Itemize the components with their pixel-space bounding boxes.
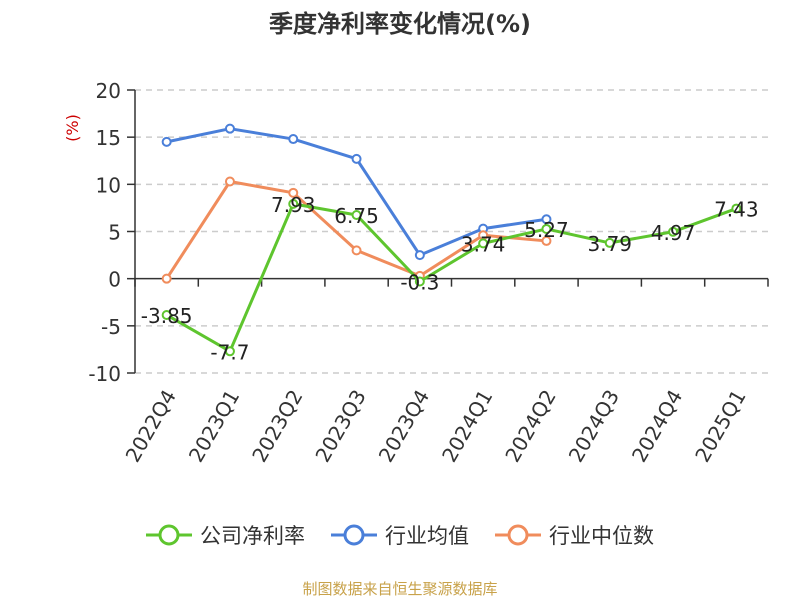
- data-point: [288, 134, 299, 145]
- y-tick-label: 10: [96, 173, 121, 197]
- data-point: [161, 136, 172, 147]
- data-point: [351, 245, 362, 256]
- x-tick-label: 2024Q4: [627, 386, 687, 467]
- data-label: 3.74: [461, 232, 506, 256]
- x-tick-label: 2023Q4: [374, 386, 434, 467]
- data-point: [541, 223, 552, 234]
- data-point: [351, 153, 362, 164]
- y-tick-label: -10: [88, 362, 121, 386]
- data-point: [604, 237, 615, 248]
- data-source-note: 制图数据来自恒生聚源数据库: [302, 580, 498, 598]
- data-point: [668, 226, 679, 237]
- x-tick-label: 2023Q3: [310, 386, 370, 467]
- data-label: 7.43: [714, 198, 759, 222]
- chart-legend: 公司净利率 行业均值 行业中位数: [0, 520, 800, 550]
- x-tick-label: 2024Q3: [564, 386, 624, 467]
- y-axis-label: (%): [63, 114, 82, 142]
- y-tick-label: 5: [108, 221, 121, 245]
- data-label: 4.97: [651, 221, 696, 245]
- y-tick-label: 20: [96, 79, 121, 103]
- legend-swatch-industry-median: [495, 524, 541, 546]
- data-label: -3.85: [141, 304, 193, 328]
- data-label: 5.27: [524, 218, 569, 242]
- data-point: [161, 309, 172, 320]
- legend-swatch-industry-mean: [331, 524, 377, 546]
- x-tick-label: 2024Q1: [437, 386, 497, 467]
- series-line: [165, 180, 547, 280]
- legend-label-industry-median: 行业中位数: [549, 524, 654, 548]
- data-point: [224, 346, 235, 357]
- data-point: [731, 203, 742, 214]
- x-tick-label: 2023Q2: [247, 386, 307, 467]
- legend-item-industry-median[interactable]: 行业中位数: [495, 520, 654, 550]
- data-point: [541, 235, 552, 246]
- legend-label-industry-mean: 行业均值: [385, 524, 469, 548]
- data-point: [288, 187, 299, 198]
- legend-item-company[interactable]: 公司净利率: [146, 520, 305, 550]
- data-point: [541, 214, 552, 225]
- data-point: [161, 273, 172, 284]
- y-tick-label: -5: [101, 315, 121, 339]
- data-label: 7.93: [271, 193, 316, 217]
- data-point: [478, 238, 489, 249]
- legend-item-industry-mean[interactable]: 行业均值: [331, 520, 469, 550]
- data-point: [414, 276, 425, 287]
- x-tick-label: 2024Q2: [500, 386, 560, 467]
- chart-title: 季度净利率变化情况(%): [269, 10, 531, 38]
- data-label: -7.7: [210, 340, 249, 364]
- x-tick-label: 2025Q1: [690, 386, 750, 467]
- data-point: [224, 176, 235, 187]
- y-tick-label: 15: [96, 126, 121, 150]
- data-label: 6.75: [334, 204, 379, 228]
- x-tick-label: 2022Q4: [121, 386, 181, 467]
- series-line: [165, 202, 737, 353]
- data-label: 3.79: [587, 232, 632, 256]
- y-tick-label: 0: [108, 268, 121, 292]
- x-tick-label: 2023Q1: [184, 386, 244, 467]
- data-point: [224, 123, 235, 134]
- data-point: [351, 209, 362, 220]
- legend-label-company: 公司净利率: [200, 524, 305, 548]
- data-point: [414, 250, 425, 261]
- data-point: [288, 198, 299, 209]
- data-label: -0.3: [400, 270, 439, 294]
- legend-swatch-company: [146, 524, 192, 546]
